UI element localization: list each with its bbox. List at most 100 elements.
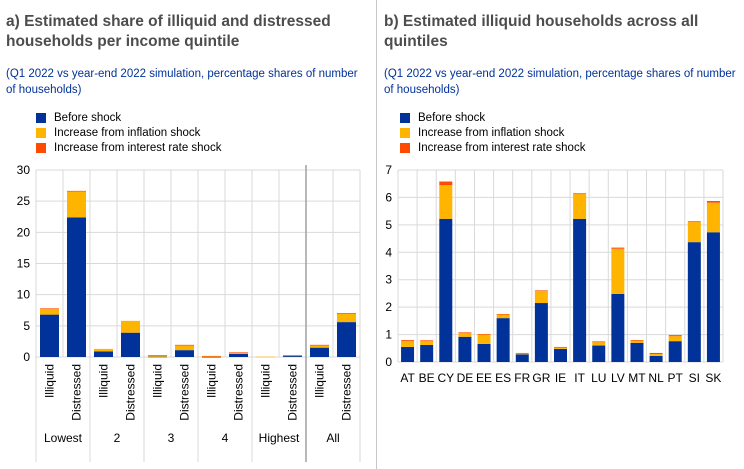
bar-2 [611,247,625,249]
bar-2 [458,332,472,334]
x-tick-label: SI [689,371,700,385]
group-label: Lowest [44,431,83,445]
bar-1 [554,347,567,349]
chart-title: a) Estimated share of illiquid and distr… [6,13,331,50]
y-tick-label: 0 [385,355,392,369]
x-tick-label: Illiquid [205,364,219,398]
legend: Before shock Increase from inflation sho… [400,110,585,155]
bar-1 [611,248,625,294]
legend-item-rate: Increase from interest rate shock [36,140,221,155]
x-tick-label: FR [514,371,530,385]
bar-0 [175,350,194,357]
x-tick-label: NL [648,371,664,385]
bar-1 [573,194,587,219]
bar-1 [668,336,682,342]
x-tick-label: Distressed [286,364,300,421]
legend-item-before: Before shock [36,110,221,125]
x-tick-label: Distressed [232,364,246,421]
group-label: 4 [222,431,229,445]
x-tick-label: IE [555,371,566,385]
bar-0 [687,242,701,362]
bar-2 [515,352,529,354]
bar-2 [534,290,548,292]
y-tick-label: 2 [385,300,392,314]
x-tick-label: SK [705,371,721,385]
bar-2 [229,352,248,353]
x-tick-label: BE [419,371,435,385]
bar-2 [40,308,59,310]
group-label: All [326,431,339,445]
bar-1 [687,222,701,243]
bar-1 [67,191,86,218]
bar-2 [668,335,682,337]
group-label: 3 [168,431,175,445]
chart-title: b) Estimated illiquid households across … [384,13,699,50]
bar-0 [496,318,510,362]
legend-item-before: Before shock [400,110,585,125]
panel-b: b) Estimated illiquid households across … [378,0,744,469]
bar-1 [121,320,140,333]
y-tick-label: 1 [385,328,392,342]
bar-1 [202,356,221,357]
bar-2 [573,193,587,195]
bar-2 [420,340,434,342]
bar-1 [630,340,644,343]
bar-0 [121,332,140,357]
x-tick-label: Illiquid [259,364,273,398]
x-tick-label: Distressed [124,364,138,421]
bar-1 [534,290,548,304]
bar-0 [40,314,59,357]
bar-2 [337,313,356,314]
bar-2 [67,190,86,192]
bar-2 [592,341,606,343]
x-tick-label: IT [574,371,585,385]
group-label: Highest [259,431,300,445]
y-tick-label: 3 [385,273,392,287]
bar-2 [706,200,720,203]
bar-2 [630,340,644,341]
y-tick-label: 7 [385,163,392,177]
bar-2 [401,340,415,341]
bar-1 [94,348,113,352]
legend-item-inflation: Increase from inflation shock [36,125,221,140]
bar-1 [649,354,663,356]
legend: Before shock Increase from inflation sho… [36,110,221,155]
bar-0 [554,348,567,362]
bar-2 [283,355,302,356]
bar-2 [554,346,567,348]
y-tick-label: 20 [17,225,31,239]
y-tick-label: 15 [17,257,31,271]
y-tick-label: 6 [385,190,392,204]
bar-1 [515,353,529,355]
bar-2 [148,355,167,356]
bar-1 [337,313,356,323]
x-tick-label: Distressed [70,364,84,421]
bar-0 [310,347,329,357]
bar-0 [706,232,720,362]
chart-a: 0 5 10 15 20 25 30 Illiquid Distressed Illiquid Di… [17,163,361,462]
x-tick-label: MT [628,371,646,385]
x-tick-label: Illiquid [313,364,327,398]
bar-1 [592,342,606,346]
bar-1 [229,352,248,354]
bar-0 [668,341,682,362]
x-tick-label: AT [400,371,415,385]
bar-0 [401,346,415,362]
x-tick-label: ES [495,371,511,385]
bar-1 [477,334,491,344]
bar-0 [283,356,302,357]
bar-1 [458,333,472,337]
bar-0 [573,218,587,362]
bar-2 [496,314,510,315]
group-label: 2 [114,431,121,445]
bar-0 [630,342,644,362]
bar-2 [649,352,663,355]
panel-divider [376,0,377,469]
y-tick-label: 30 [17,163,31,177]
bar-0 [94,351,113,357]
x-tick-label: DE [457,371,474,385]
bar-0 [148,356,167,358]
x-tick-label: Illiquid [97,364,111,398]
bar-1 [401,340,415,347]
bar-0 [229,353,248,357]
